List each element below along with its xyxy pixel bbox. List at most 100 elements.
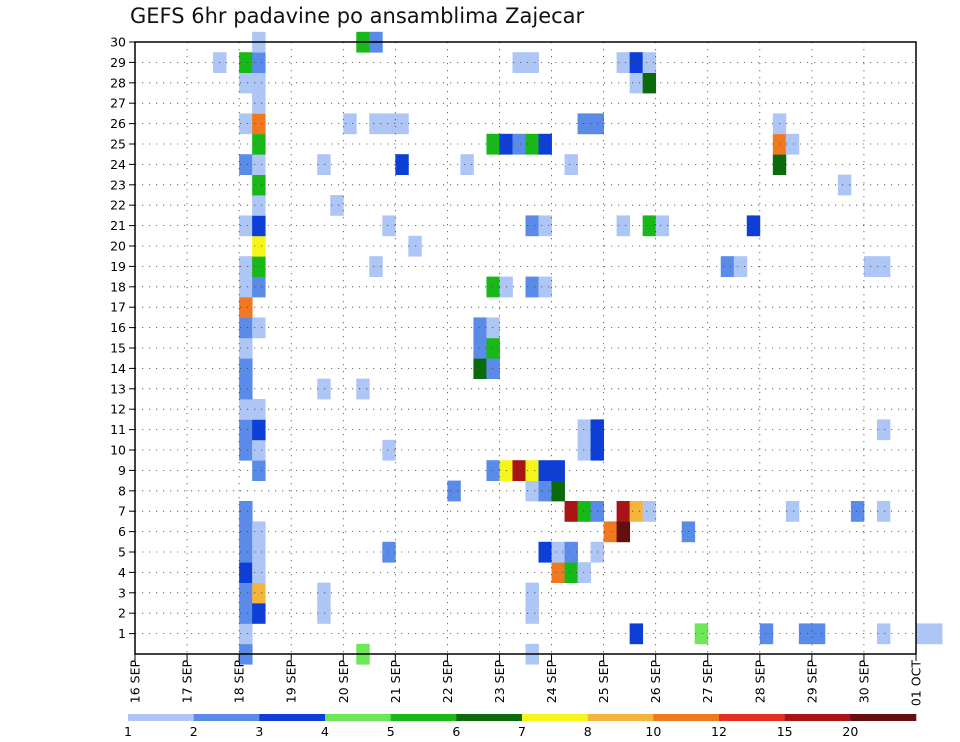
heatmap-cell (447, 480, 461, 502)
heatmap-cell (239, 623, 253, 645)
heatmap-cell (239, 582, 253, 604)
heatmap-cell (343, 113, 357, 135)
heatmap-cell (252, 256, 266, 277)
heatmap-cell (551, 541, 565, 563)
heatmap-cell (239, 72, 253, 94)
y-tick-label: 10 (110, 443, 126, 458)
heatmap-cell (525, 133, 539, 155)
heatmap-cells (213, 31, 943, 665)
heatmap-cell (564, 501, 578, 522)
x-tick-label: 21 SEP (388, 660, 403, 704)
legend-color-swatch (850, 714, 917, 721)
heatmap-cell (785, 501, 800, 522)
heatmap-cell (642, 72, 657, 94)
heatmap-cell (239, 215, 253, 237)
legend-color-swatch (193, 714, 260, 721)
x-tick-label: 30 SEP (856, 660, 871, 704)
y-tick-label: 14 (110, 361, 126, 376)
y-tick-label: 7 (118, 504, 126, 519)
y-tick-label: 5 (118, 545, 126, 560)
heatmap-cell (551, 562, 565, 583)
legend-color-swatch (587, 714, 654, 721)
heatmap-cell (577, 419, 591, 441)
heatmap-cell (382, 439, 396, 461)
heatmap-cell (252, 419, 266, 441)
heatmap-cell (252, 276, 266, 298)
y-tick-label: 26 (110, 116, 126, 131)
legend-label: 1 (124, 724, 132, 739)
heatmap-cell (551, 460, 565, 481)
heatmap-cell (642, 215, 657, 237)
heatmap-cell (538, 215, 552, 237)
heatmap-cell (616, 521, 631, 543)
legend-label: 6 (452, 724, 460, 739)
heatmap-cell (252, 72, 266, 94)
heatmap-cell (473, 317, 487, 339)
y-tick-label: 19 (110, 259, 126, 274)
heatmap-cell (252, 154, 266, 175)
y-tick-label: 8 (118, 483, 126, 498)
heatmap-cell (252, 521, 266, 543)
y-tick-label: 9 (118, 463, 126, 478)
y-tick-label: 23 (110, 177, 126, 192)
heatmap-cell (655, 215, 670, 237)
heatmap-cell (551, 480, 565, 502)
heatmap-cell (837, 174, 852, 196)
legend-label: 5 (387, 724, 395, 739)
x-tick-label: 28 SEP (752, 660, 767, 704)
legend-color-swatch (784, 714, 851, 721)
heatmap-cell (252, 93, 266, 114)
heatmap-cell (239, 358, 253, 379)
y-tick-label: 1 (118, 626, 126, 641)
y-tick-label: 27 (110, 96, 126, 111)
heatmap-cell (525, 215, 539, 237)
legend-label: 8 (584, 724, 592, 739)
heatmap-cell (252, 603, 266, 624)
heatmap-cell (525, 52, 539, 73)
legend-label: 10 (645, 724, 661, 739)
y-tick-label: 30 (110, 35, 126, 50)
heatmap-cell (759, 623, 774, 645)
heatmap-cell (369, 256, 383, 277)
legend-label: 3 (255, 724, 263, 739)
x-tick-label: 24 SEP (544, 660, 559, 704)
x-tick-label: 26 SEP (648, 660, 663, 704)
heatmap-cell (252, 541, 266, 563)
heatmap-cell (239, 399, 253, 420)
legend-label: 15 (777, 724, 793, 739)
legend-label: 20 (842, 724, 858, 739)
heatmap-cell (733, 256, 748, 277)
heatmap-cell (525, 460, 539, 481)
heatmap-cell (538, 276, 552, 298)
heatmap-cell (317, 603, 331, 624)
y-tick-label: 25 (110, 137, 126, 152)
heatmap-cell (382, 215, 396, 237)
heatmap-cell (642, 501, 657, 522)
x-tick-label: 16 SEP (128, 660, 143, 704)
heatmap-cell (512, 133, 526, 155)
y-tick-label: 20 (110, 239, 126, 254)
legend-label: 2 (190, 724, 198, 739)
heatmap-cell (252, 174, 266, 196)
heatmap-cell (876, 419, 891, 441)
x-tick-label: 23 SEP (492, 660, 507, 704)
heatmap-cell (929, 623, 943, 645)
heatmap-cell (239, 276, 253, 298)
heatmap-cell (239, 521, 253, 543)
heatmap-cell (577, 113, 591, 135)
heatmap-cell (616, 52, 631, 73)
heatmap-cell (850, 501, 865, 522)
heatmap-cell (330, 195, 344, 216)
legend-color-swatch (522, 714, 588, 721)
y-tick-label: 2 (118, 606, 126, 621)
heatmap-cell (629, 52, 644, 73)
legend-label: 7 (518, 724, 526, 739)
heatmap-cell (473, 337, 487, 359)
heatmap-cell (239, 378, 253, 400)
heatmap-cell (577, 501, 591, 522)
heatmap-cell (616, 501, 631, 522)
heatmap-cell (252, 562, 266, 583)
heatmap-cell (538, 133, 552, 155)
heatmap-cell (746, 215, 761, 237)
heatmap-cell (798, 623, 813, 645)
